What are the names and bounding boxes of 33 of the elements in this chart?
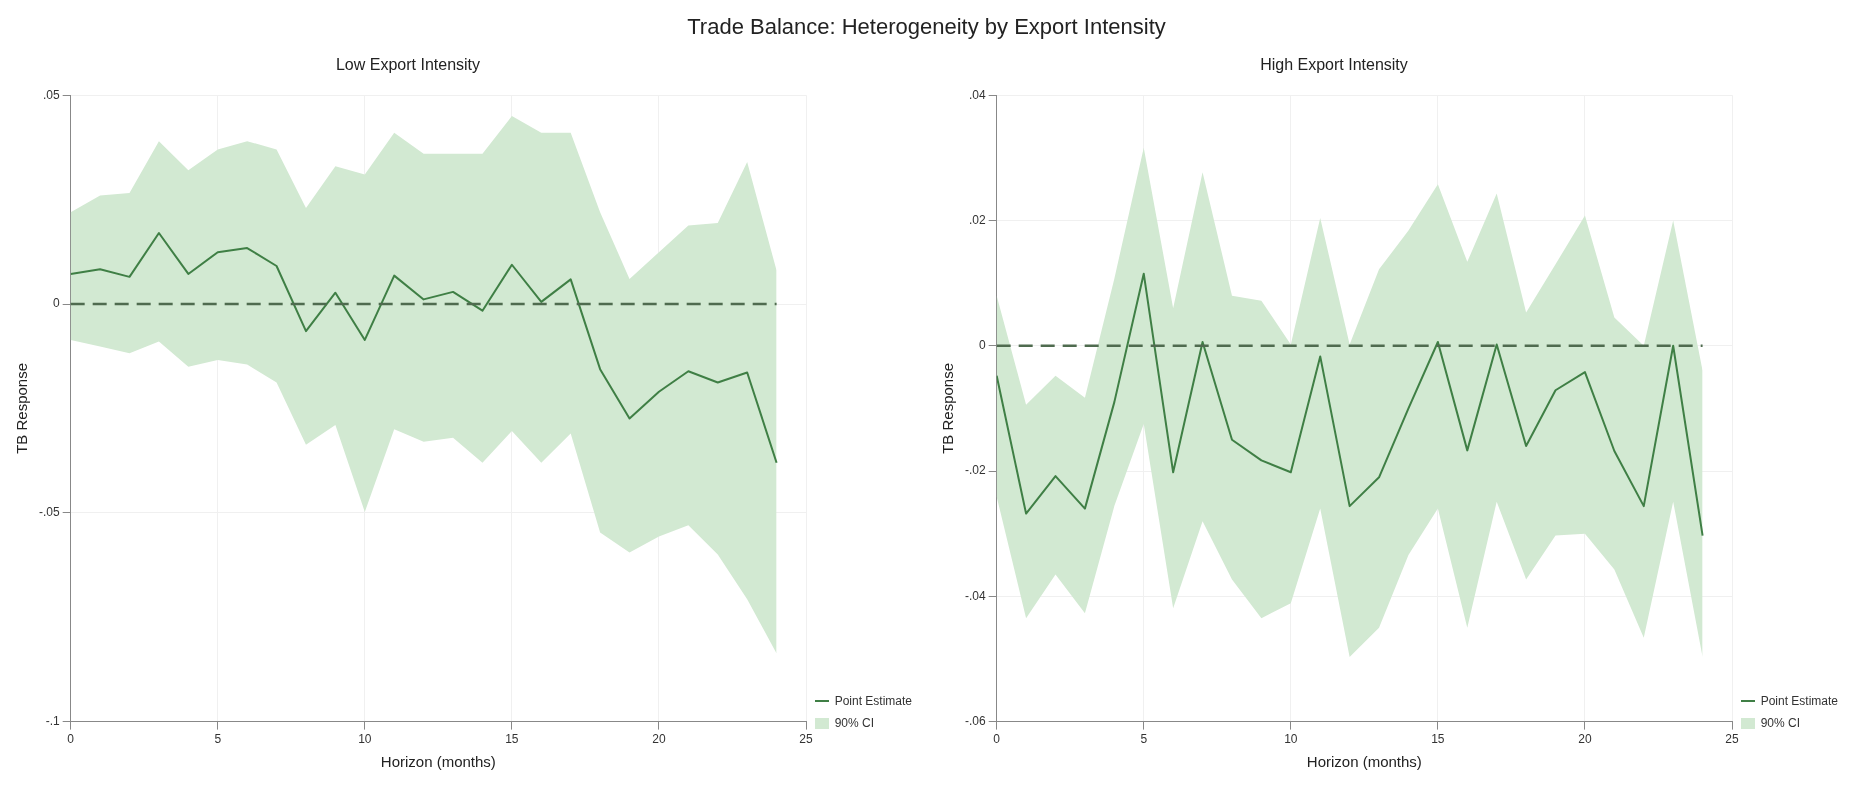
text: 90% CI [834,715,874,732]
y-tick-label: -.02 [964,463,986,478]
text: Trade Balance: Heterogeneity by Export Intensity [686,13,1167,41]
y-tick-label: -.1 [45,713,60,728]
chart-title: High Export Intensity [1260,56,1408,74]
x-tick-label: 15 [505,732,519,747]
x-tick-label: 15 [1431,732,1445,747]
x-axis-title: Horizon (months) [1306,753,1422,771]
x-tick-label: 20 [1578,732,1592,747]
y-tick-label: -.05 [38,505,60,520]
y-tick-label: .04 [968,87,986,102]
legend-label: Point Estimate [1760,693,1838,710]
y-tick-label: -.04 [964,588,986,603]
x-tick-label: 10 [358,732,372,747]
y-axis-title: TB Response [13,362,31,454]
x-axis-title: Horizon (months) [380,753,496,771]
x-tick-label: 5 [1140,732,1148,747]
x-tick-label: 25 [1725,732,1739,747]
y-axis-title: TB Response [939,362,957,454]
legend-label: Point Estimate [834,693,912,710]
y-tick-label: .02 [968,212,986,227]
text: 90% CI [1760,715,1800,732]
y-tick-label: 0 [52,296,60,311]
y-tick-label: 0 [978,338,986,353]
x-tick-label: 20 [652,732,666,747]
x-tick-label: 10 [1284,732,1298,747]
x-tick-label: 25 [799,732,813,747]
x-tick-label: 5 [214,732,222,747]
y-tick-label: .05 [42,87,60,102]
x-tick-label: 0 [993,732,1001,747]
chart-subtitle: Low Export Intensity [335,56,481,74]
x-tick-label: 0 [67,732,75,747]
y-tick-label: -.06 [964,713,986,728]
